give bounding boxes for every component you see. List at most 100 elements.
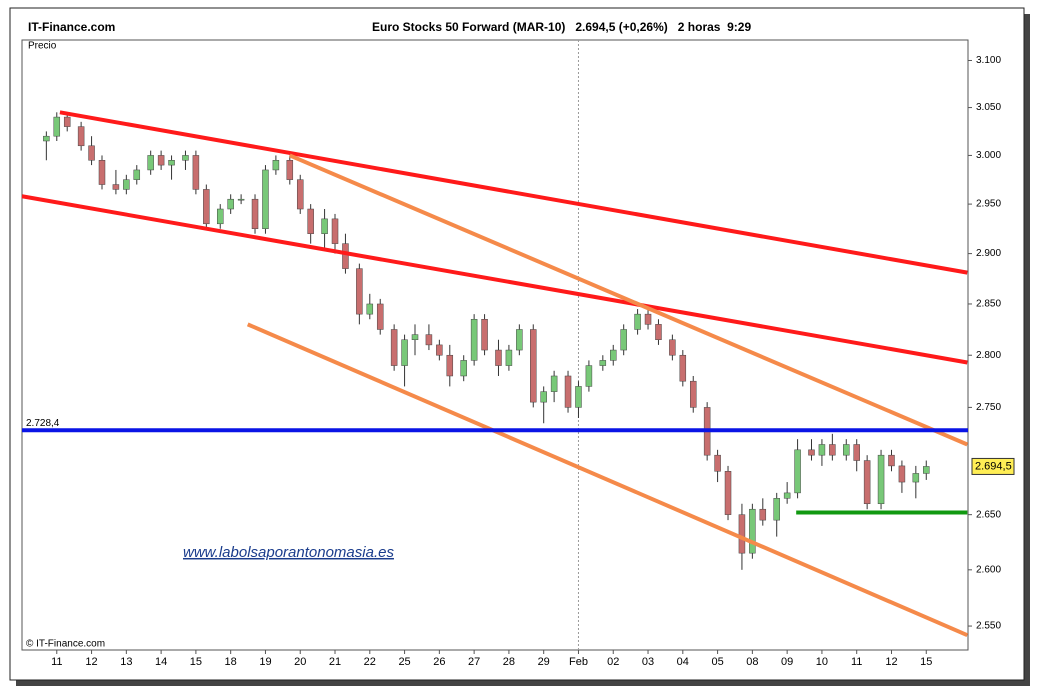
candle-body (550, 375, 558, 392)
x-tick-label: 28 (503, 656, 515, 668)
trend-line (289, 153, 969, 447)
x-tick-label: 15 (190, 656, 202, 668)
candle-body (470, 318, 478, 361)
candle-body (272, 160, 280, 171)
chart-title: Euro Stocks 50 Forward (MAR-10) 2.694,5 … (372, 20, 751, 34)
candle-body (43, 135, 50, 142)
source: IT-Finance.com (28, 20, 115, 34)
candle-body (356, 268, 363, 315)
candle-body (655, 324, 662, 340)
y-tick-label: 2.800 (976, 350, 1001, 361)
candle-body (724, 471, 732, 515)
x-tick-label: 12 (85, 656, 97, 668)
x-tick-label: 08 (746, 656, 758, 668)
candle-body (877, 454, 885, 505)
candle-body (251, 198, 259, 229)
x-tick-label: 11 (851, 656, 862, 668)
candle-body (460, 360, 467, 377)
y-tick-label: 2.900 (976, 248, 1001, 259)
y-tick-label: 2.650 (976, 509, 1001, 520)
candle-body (77, 126, 85, 147)
candle-body (585, 365, 593, 387)
candle-body (436, 344, 443, 356)
candle-body (133, 169, 141, 180)
candle-body (331, 218, 339, 244)
y-tick-label: 2.850 (976, 299, 1001, 310)
candle-body (157, 155, 165, 166)
x-tick-label: 09 (781, 656, 793, 668)
candle-body (689, 380, 697, 408)
candle-body (481, 318, 488, 351)
candle-body (516, 329, 523, 351)
x-tick-label: 13 (120, 656, 132, 668)
candle-body (853, 444, 860, 461)
candle-body (912, 473, 920, 483)
x-tick-label: 02 (607, 656, 619, 668)
y-label: Precio (28, 41, 57, 52)
candle-body (843, 444, 850, 456)
candle-body (203, 189, 210, 225)
candle-body (644, 313, 652, 325)
candle-body (147, 155, 154, 171)
candle-body (714, 454, 721, 472)
candle-body (564, 375, 572, 408)
candle-body (679, 354, 687, 382)
y-tick-label: 2.600 (976, 564, 1001, 575)
x-tick-label: 11 (51, 656, 62, 668)
candle-body (829, 444, 836, 456)
y-tick-label: 2.750 (976, 402, 1001, 413)
candle-body (599, 360, 607, 366)
candle-body (262, 169, 269, 229)
candle-body (669, 339, 676, 356)
candle-body (182, 155, 189, 161)
candle-body (123, 179, 130, 190)
last-price-box (971, 457, 1015, 475)
candle-body (98, 160, 106, 185)
candle-body (411, 334, 419, 340)
plot-area (21, 39, 969, 651)
x-tick-label: 29 (538, 656, 550, 668)
candle-body (53, 116, 61, 137)
y-tick-label: 3.000 (976, 150, 1001, 161)
candle-body (749, 508, 756, 554)
x-tick-label: 20 (294, 656, 306, 668)
candle-body (759, 508, 767, 521)
candle-body (376, 303, 384, 330)
candle-body (794, 449, 801, 494)
trend-line (59, 110, 968, 275)
candle-body (634, 313, 641, 330)
candle-body (495, 349, 502, 366)
candle-body (366, 303, 374, 315)
candle-body (505, 349, 513, 366)
copyright: © IT-Finance.com (26, 639, 105, 650)
candle-body (446, 354, 454, 377)
x-tick-label: 22 (364, 656, 376, 668)
x-tick-label: 14 (155, 656, 167, 668)
candle-body (216, 208, 224, 225)
x-tick-label: 12 (885, 656, 897, 668)
candle-body (342, 243, 349, 269)
y-tick-label: 3.100 (976, 55, 1001, 66)
candle-body (738, 514, 746, 554)
candle-body (888, 454, 895, 467)
candle-body (390, 329, 398, 366)
x-tick-label: 03 (642, 656, 654, 668)
x-tick-label: 15 (920, 656, 932, 668)
candle-body (286, 160, 294, 180)
candle-body (168, 160, 175, 166)
candle-body (540, 391, 547, 403)
x-tick-label: 27 (468, 656, 480, 668)
x-tick-label: Feb (569, 656, 588, 668)
candle-body (530, 329, 537, 403)
candle-body (296, 179, 304, 210)
candle-body (88, 145, 95, 161)
candle-body (425, 334, 433, 346)
candle-body (818, 444, 826, 456)
level-label: 2.728,4 (26, 418, 60, 429)
x-tick-label: 18 (225, 656, 237, 668)
candle-body (237, 198, 245, 201)
trend-line (246, 322, 969, 637)
x-tick-label: 26 (433, 656, 445, 668)
x-tick-label: 25 (398, 656, 410, 668)
x-tick-label: 19 (259, 656, 271, 668)
